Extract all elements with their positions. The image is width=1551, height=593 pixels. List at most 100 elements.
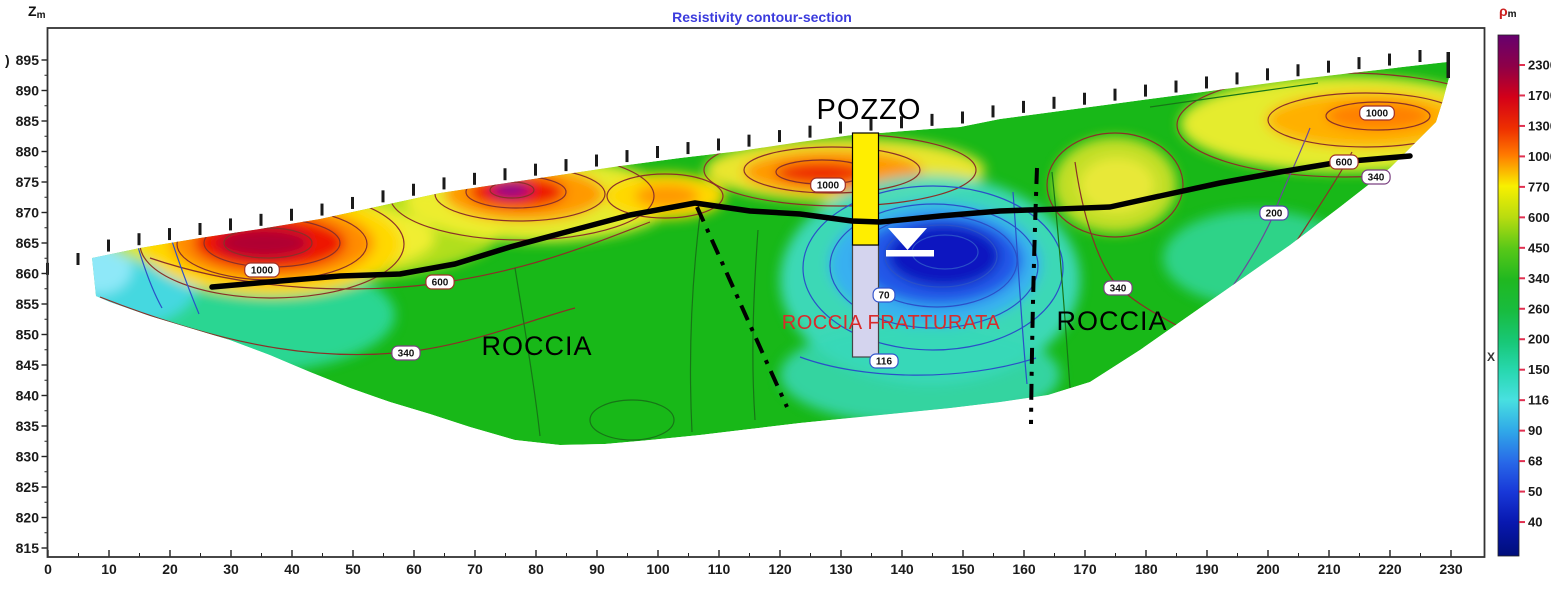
x-tick-label: 20 [162,561,178,577]
electrode-tick [1266,68,1269,81]
electrode-tick [1296,64,1300,77]
y-tick-label: 890 [16,83,40,99]
contour-line [1149,82,1319,108]
contour-line [743,146,921,194]
colorbar-gradient [1497,34,1520,557]
electrode-tick [503,168,507,181]
x-tick-label: 50 [345,561,361,577]
rock-label-right: ROCCIA [1056,306,1167,336]
x-tick-label: 60 [406,561,422,577]
electrode-tick [991,105,995,118]
colorbar-tick-label: 600 [1528,210,1550,225]
x-tick-label: 150 [951,561,975,577]
electrode-tick [1083,92,1086,105]
electrode-tick [259,213,263,226]
electrode-tick [320,203,324,216]
colorbar-tick-label: 150 [1528,362,1550,377]
electrode-tick [1388,53,1391,66]
contour-line [606,173,724,219]
contour-line [1051,171,1071,389]
y-tick-label: 885 [16,113,40,129]
contour-label-value: 200 [1266,209,1283,220]
contour-label-value: 1000 [1366,109,1389,120]
colorbar-title-sub: m [1508,9,1517,20]
contour-label-value: 600 [432,278,449,289]
x-tick-label: 120 [768,561,792,577]
x-tick-label: 130 [829,561,853,577]
x-tick-label: 0 [44,561,52,577]
contour-line [884,224,998,288]
electrode-tick [625,150,629,163]
contour-label-box [425,274,455,290]
blob-red-well [775,162,867,184]
contour-label-box [244,262,280,278]
electrode-tick [76,253,80,265]
electrode-tick [137,233,141,246]
electrode-tick [747,134,751,147]
y-axis-title: Zm [28,3,46,21]
colorbar-tick-label: 90 [1528,423,1542,438]
y-tick-label: 835 [16,418,40,434]
colorbar-tick-label: 1700 [1528,88,1551,103]
electrode-tick [900,116,903,129]
contour-label-box [391,345,421,361]
contour-label-box [1361,169,1391,185]
plot-frame [46,27,1486,558]
x-tick-label: 70 [467,561,483,577]
contour-label-value: 340 [1368,173,1385,184]
y-tick-label: 880 [16,144,40,160]
y-axis: 895 890 885 880 875 870 865 860 855 850 845 840 835 8… [16,52,48,556]
colorbar-ticks: 2300 1700 1300 1000 770 600 450 340 260 200 150 116… [1519,58,1551,530]
well-casing-section [851,132,880,246]
contour-line [1267,92,1449,148]
x-axis: 0 10 20 30 40 50 60 70 80 90 100 110 120 130 140 150 160… [44,550,1463,577]
colorbar-tick-label: 1300 [1528,118,1551,133]
contour-line [1012,191,1028,385]
contour-lines-darkgreen [514,82,1319,441]
electrode-tick [534,163,537,176]
bedrock-interface-line [209,153,1413,290]
x-tick-label: 80 [528,561,544,577]
water-table-bar-icon [886,250,934,257]
electrode-tick [198,223,202,235]
colorbar-tick-label: 116 [1528,393,1549,408]
electrode-tick [1357,57,1361,70]
electrode-tick [1205,76,1208,89]
y-axis-title-main: Z [28,3,37,19]
contour-label-box [810,177,846,193]
y-tick-label: 840 [16,388,40,404]
water-table-triangle-icon [888,228,927,250]
well-open-section [851,244,880,358]
y-tick-label: 830 [16,449,40,465]
electrode-tick [442,177,446,190]
x-tick-label: 40 [284,561,300,577]
electrode-tick [351,196,354,209]
electrode-tick [930,113,934,126]
x-tick-label: 140 [890,561,914,577]
electrode-tick [290,208,293,221]
zone-annotations: POZZO ROCCIA ROCCIA FRATTURATA ROCCIA [481,94,1167,361]
fault-line-left [695,206,789,408]
colorbar-tick-label: 1000 [1528,149,1551,164]
contour-line [799,356,1037,376]
x-tick-label: 200 [1256,561,1280,577]
fault-line-right [1029,167,1039,425]
contour-line [514,267,541,437]
electrode-tick [1113,88,1117,101]
y-tick-label: 860 [16,266,40,282]
y-tick-label: 815 [16,540,40,556]
electrode-tick [839,121,842,134]
contour-label-value: 70 [878,291,890,302]
electrode-tick [107,239,110,252]
y-tick-label: 875 [16,174,40,190]
contour-label-value: 340 [1110,284,1127,295]
electrode-tick [1144,84,1147,97]
blob-cyan-left-core [92,242,132,294]
electrode-tick [473,172,476,185]
x-tick-label: 220 [1378,561,1402,577]
electrode-tick-end [1446,52,1450,78]
x-tick-label: 170 [1073,561,1097,577]
colorbar: ρm 2300 1700 1300 1000 770 600 450 340 260 200 150… [1497,3,1551,557]
x-tick-label: 10 [101,561,117,577]
